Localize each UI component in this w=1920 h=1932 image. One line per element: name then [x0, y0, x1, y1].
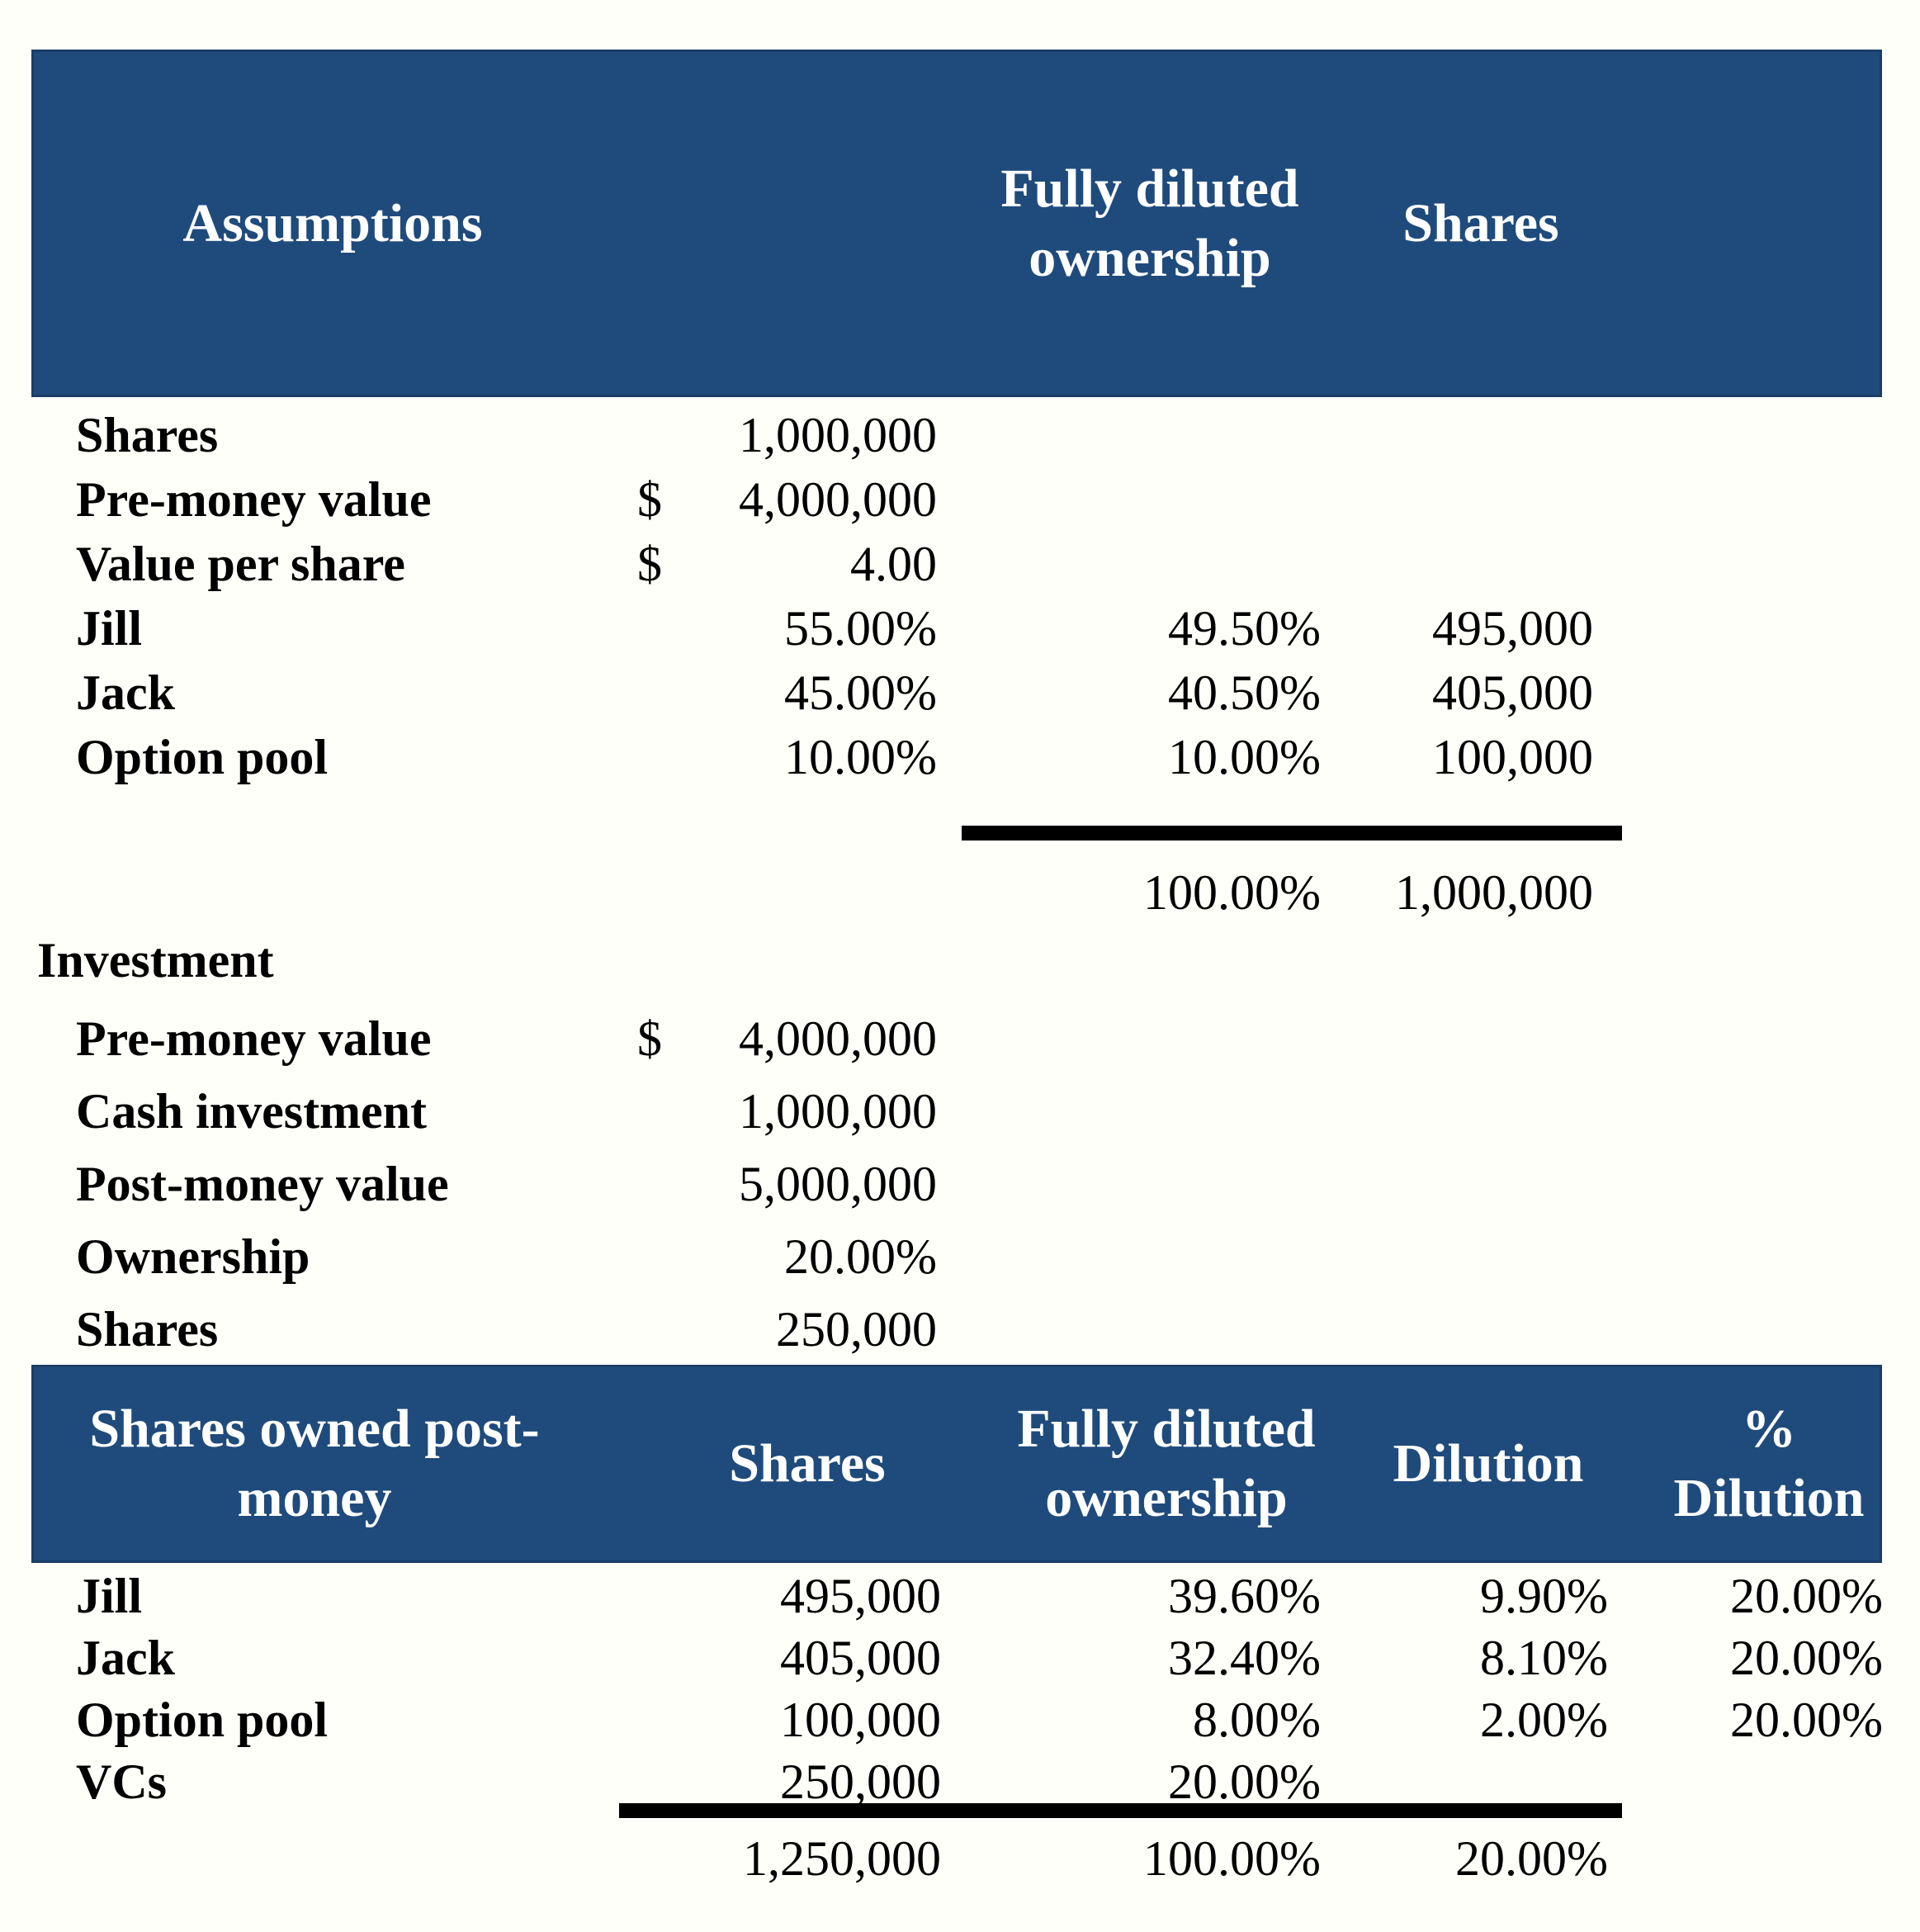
table-row-jack: Jack 45.00% 40.50% 405,000	[0, 661, 1920, 725]
row-label: Pre-money value	[76, 472, 432, 527]
fully-diluted-ownership-value: 10.00%	[1168, 730, 1321, 784]
row-label: Pre-money value	[76, 1011, 432, 1066]
row-label: Ownership	[76, 1229, 310, 1284]
column-header-fully-diluted-ownership: Fully diluted ownership	[1000, 158, 1299, 288]
row-value: 4,000,000	[739, 472, 937, 527]
row-label: Cash investment	[76, 1084, 428, 1139]
row-label: Post-money value	[76, 1157, 449, 1211]
fully-diluted-ownership-value: 32.40%	[1168, 1631, 1321, 1685]
dilution-value: 2.00%	[1480, 1693, 1608, 1747]
shares-value: 100,000	[780, 1693, 941, 1747]
column-header-fully-diluted-ownership: Fully diluted ownership	[1017, 1399, 1316, 1528]
column-header-dilution: Dilution	[1393, 1433, 1584, 1494]
row-value: 1,000,000	[739, 1084, 937, 1139]
table-row-post-money-value: Post-money value 5,000,000	[0, 1148, 1920, 1220]
shares-value: 495,000	[780, 1569, 941, 1623]
column-header-shares: Shares	[729, 1433, 886, 1494]
table-row-value-per-share: Value per share $ 4.00	[0, 532, 1920, 596]
dilution-value: 9.90%	[1480, 1569, 1608, 1623]
row-label: Jill	[76, 1569, 143, 1623]
row-value: 10.00%	[784, 730, 937, 784]
table-row-jill: Jill 495,000 39.60% 9.90% 20.00%	[0, 1565, 1920, 1627]
row-value: 20.00%	[784, 1229, 937, 1284]
shares-value: 100,000	[1432, 730, 1593, 784]
row-label: VCs	[76, 1754, 168, 1809]
total-fully-diluted-ownership: 100.00%	[1143, 1831, 1321, 1886]
table-row-jill: Jill 55.00% 49.50% 495,000	[0, 596, 1920, 661]
row-label: Jack	[76, 665, 175, 720]
shares-value: 405,000	[1432, 665, 1593, 720]
pct-dilution-value: 20.00%	[1730, 1693, 1883, 1747]
row-label: Jill	[76, 601, 143, 656]
shares-value: 405,000	[780, 1631, 941, 1685]
post-money-title: Shares owned post-money	[89, 1399, 540, 1528]
table-row-shares: Shares 250,000	[0, 1293, 1920, 1366]
assumptions-title: Assumptions	[182, 192, 483, 253]
currency-symbol: $	[637, 472, 662, 527]
column-header-pct-dilution: % Dilution	[1673, 1399, 1865, 1528]
row-value: 5,000,000	[739, 1157, 937, 1211]
column-header-shares: Shares	[1402, 192, 1559, 253]
total-shares: 1,000,000	[1395, 865, 1593, 920]
total-fully-diluted-ownership: 100.00%	[1143, 865, 1321, 920]
row-value: 45.00%	[784, 665, 937, 720]
row-label: Jack	[76, 1631, 175, 1685]
table-row-shares: Shares 1,000,000	[0, 403, 1920, 467]
post-money-header-band: Shares owned post-money Shares Fully dil…	[31, 1365, 1882, 1563]
row-label: Value per share	[76, 537, 405, 591]
row-value: 55.00%	[784, 601, 937, 656]
row-value: 1,000,000	[739, 408, 937, 462]
row-label: Shares	[76, 408, 219, 462]
table-row-option-pool: Option pool 10.00% 10.00% 100,000	[0, 725, 1920, 789]
total-double-rule	[619, 1803, 1622, 1818]
shares-value: 495,000	[1432, 601, 1593, 656]
total-shares: 1,250,000	[743, 1831, 941, 1886]
fully-diluted-ownership-value: 49.50%	[1168, 601, 1321, 656]
row-value: 4.00	[850, 537, 937, 591]
fully-diluted-ownership-value: 8.00%	[1193, 1693, 1321, 1747]
table-row-vcs: VCs 250,000 20.00%	[0, 1751, 1920, 1813]
currency-symbol: $	[637, 537, 662, 591]
table-row-ownership: Ownership 20.00%	[0, 1220, 1920, 1293]
table-total-row: 1,250,000 100.00% 20.00%	[0, 1828, 1920, 1890]
shares-value: 250,000	[780, 1754, 941, 1809]
total-double-rule	[962, 826, 1622, 841]
currency-symbol: $	[637, 1011, 662, 1066]
table-row-pre-money-value: Pre-money value $ 4,000,000	[0, 467, 1920, 532]
table-row-cash-investment: Cash investment 1,000,000	[0, 1075, 1920, 1148]
fully-diluted-ownership-value: 39.60%	[1168, 1569, 1321, 1623]
table-total-row: 100.00% 1,000,000	[0, 860, 1920, 925]
table-row-jack: Jack 405,000 32.40% 8.10% 20.00%	[0, 1627, 1920, 1689]
investment-section: Investment	[0, 928, 1920, 992]
section-title: Investment	[37, 933, 274, 987]
row-label: Option pool	[76, 730, 329, 784]
row-label: Option pool	[76, 1693, 329, 1747]
row-label: Shares	[76, 1302, 219, 1357]
pct-dilution-value: 20.00%	[1730, 1569, 1883, 1623]
pct-dilution-value: 20.00%	[1730, 1631, 1883, 1685]
table-row-pre-money-value: Pre-money value $ 4,000,000	[0, 1002, 1920, 1075]
fully-diluted-ownership-value: 40.50%	[1168, 665, 1321, 720]
row-value: 250,000	[776, 1302, 937, 1357]
total-dilution: 20.00%	[1455, 1831, 1608, 1886]
dilution-value: 8.10%	[1480, 1631, 1608, 1685]
fully-diluted-ownership-value: 20.00%	[1168, 1754, 1321, 1809]
table-row-option-pool: Option pool 100,000 8.00% 2.00% 20.00%	[0, 1689, 1920, 1751]
assumptions-header-band: Assumptions Fully diluted ownership Shar…	[31, 50, 1882, 397]
row-value: 4,000,000	[739, 1011, 937, 1066]
